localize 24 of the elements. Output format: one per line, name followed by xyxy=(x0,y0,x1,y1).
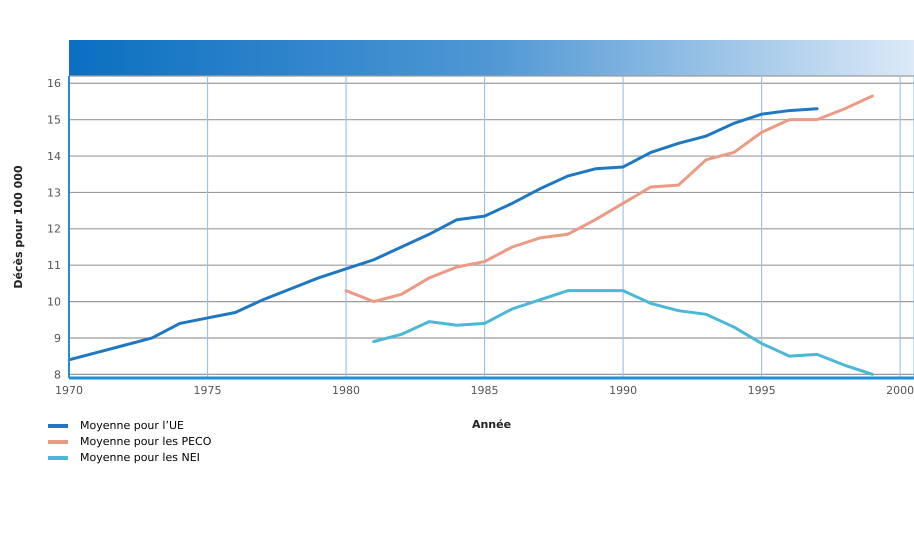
legend-label: Moyenne pour l’UE xyxy=(80,418,184,434)
x-axis-title: Année xyxy=(472,418,512,431)
legend-label: Moyenne pour les NEI xyxy=(80,450,200,466)
x-tick-label: 1975 xyxy=(194,384,222,397)
y-tick-label: 13 xyxy=(47,186,61,200)
y-tick-label: 12 xyxy=(47,222,61,236)
y-tick-label: 11 xyxy=(47,259,61,272)
x-tick-label: 1990 xyxy=(609,384,638,397)
x-tick-label: 1970 xyxy=(55,384,83,397)
y-tick-label: 14 xyxy=(47,150,61,163)
line-series xyxy=(69,107,819,362)
x-tick-label: 2000 xyxy=(886,384,914,397)
x-tick-label: 1985 xyxy=(470,384,499,397)
y-tick-label: 9 xyxy=(54,332,61,345)
y-axis-title: Décès pour 100 000 xyxy=(12,165,25,289)
line-series xyxy=(344,94,874,304)
line-series xyxy=(372,289,874,376)
x-tick-label: 1995 xyxy=(748,384,776,397)
y-tick-label: 8 xyxy=(54,368,61,382)
y-tick-label: 16 xyxy=(47,77,61,90)
x-tick-label: 1980 xyxy=(332,384,360,397)
y-tick-label: 15 xyxy=(47,114,61,127)
y-tick-label: 10 xyxy=(47,295,61,308)
legend-label: Moyenne pour les PECO xyxy=(80,434,212,450)
